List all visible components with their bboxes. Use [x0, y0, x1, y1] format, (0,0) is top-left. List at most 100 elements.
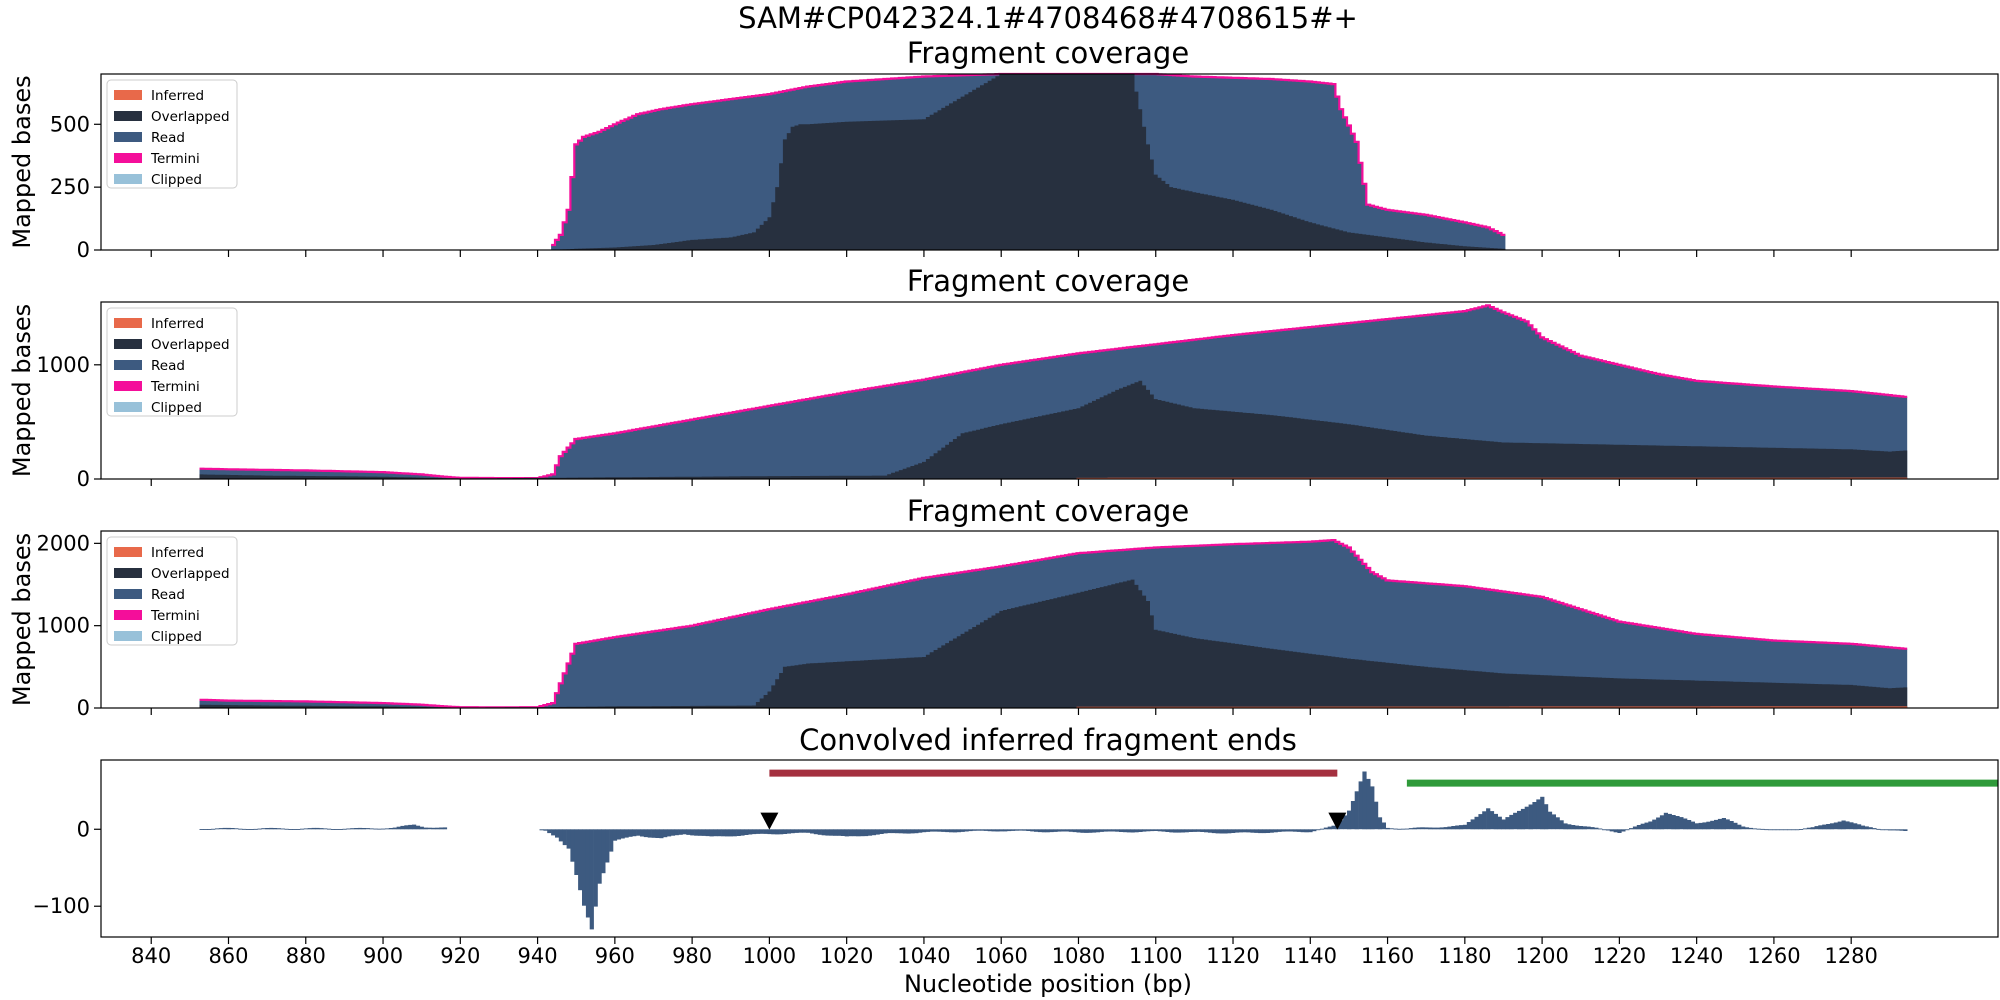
- bar: [752, 829, 757, 835]
- bar: [632, 829, 637, 837]
- legend-swatch-clipped: [114, 631, 142, 641]
- bar: [1065, 829, 1070, 832]
- bar: [1401, 828, 1406, 830]
- bar: [844, 829, 849, 837]
- bar: [875, 829, 880, 835]
- bar: [1393, 828, 1398, 830]
- bar: [1084, 829, 1089, 833]
- bar: [806, 829, 811, 833]
- bar: [867, 829, 873, 836]
- bar: [1010, 829, 1016, 831]
- bar: [1207, 829, 1213, 833]
- bar: [1447, 826, 1452, 830]
- bar: [1215, 829, 1220, 834]
- bar: [1196, 829, 1201, 832]
- bar: [342, 828, 347, 830]
- bar: [392, 827, 397, 830]
- legend-swatch-clipped: [114, 174, 142, 184]
- bar: [782, 829, 788, 834]
- bar: [261, 828, 266, 830]
- bar: [211, 828, 216, 830]
- x-axis-label: Nucleotide position (bp): [904, 970, 1192, 998]
- bar: [1609, 829, 1614, 832]
- legend-label-inferred: Inferred: [151, 545, 204, 561]
- bar: [1157, 829, 1162, 832]
- marker-triangle: [1328, 812, 1347, 830]
- bar: [1358, 781, 1363, 830]
- x-tick-label: 860: [208, 944, 248, 968]
- bar: [242, 828, 247, 830]
- bar: [1636, 825, 1641, 830]
- bar: [1872, 828, 1877, 830]
- bar: [1223, 829, 1228, 834]
- bar: [1049, 829, 1054, 833]
- x-tick-label: 1100: [1129, 944, 1182, 968]
- bar: [895, 829, 900, 834]
- legend-label-read: Read: [151, 358, 185, 374]
- bar: [1115, 829, 1120, 832]
- bar: [307, 828, 312, 830]
- bar: [1470, 819, 1475, 830]
- y-tick-label: 0: [77, 238, 90, 262]
- bar: [1493, 813, 1498, 830]
- panel-frame: [100, 530, 1999, 709]
- bar: [1119, 829, 1124, 832]
- bar: [1408, 828, 1413, 830]
- bar: [898, 829, 903, 834]
- bar: [1076, 829, 1081, 833]
- bar: [1227, 829, 1232, 834]
- bar: [1370, 786, 1375, 830]
- bar: [330, 829, 336, 830]
- bar: [864, 829, 869, 837]
- bar: [690, 829, 695, 836]
- bar: [949, 829, 954, 833]
- legend-label-read: Read: [151, 587, 185, 603]
- bar: [1389, 828, 1394, 830]
- x-tick-label: 920: [440, 944, 480, 968]
- bar: [1273, 829, 1278, 833]
- bar: [218, 828, 223, 830]
- bar: [296, 829, 301, 830]
- bar: [1374, 801, 1379, 830]
- bar: [249, 829, 254, 830]
- bar: [245, 829, 251, 830]
- bar: [667, 829, 672, 837]
- bar: [1899, 829, 1904, 831]
- panel-1: Fragment coverage Inferred Overlapped Read T…: [8, 36, 1999, 262]
- x-tick-label: 1180: [1438, 944, 1491, 968]
- bar: [605, 829, 610, 863]
- bar: [1285, 829, 1290, 832]
- bar: [999, 829, 1004, 832]
- bar: [1768, 829, 1773, 831]
- bar: [1764, 829, 1769, 831]
- bar: [1099, 829, 1104, 832]
- bar: [640, 829, 645, 837]
- bar: [1714, 819, 1719, 830]
- bar: [852, 829, 857, 837]
- legend-label-overlapped: Overlapped: [151, 109, 230, 125]
- bar: [288, 829, 293, 830]
- bar: [1779, 829, 1784, 831]
- legend-swatch-overlapped: [114, 568, 142, 578]
- x-tick-label: 1200: [1515, 944, 1568, 968]
- bar: [1180, 829, 1186, 833]
- bar: [709, 829, 714, 837]
- bar: [1853, 823, 1858, 830]
- bar: [388, 828, 393, 830]
- bar: [705, 829, 710, 837]
- bar: [350, 828, 355, 830]
- bar: [566, 829, 571, 849]
- bar: [701, 829, 706, 836]
- bar: [1605, 829, 1611, 831]
- bar: [1644, 822, 1649, 830]
- bar: [1513, 812, 1518, 830]
- x-tick-label: 960: [595, 944, 635, 968]
- bar: [802, 829, 807, 833]
- bar: [1818, 825, 1823, 830]
- bar: [1729, 821, 1734, 830]
- bar: [1242, 829, 1247, 833]
- bar: [319, 828, 324, 830]
- bar: [976, 829, 981, 831]
- legend-label-overlapped: Overlapped: [151, 337, 230, 353]
- bar: [697, 829, 703, 836]
